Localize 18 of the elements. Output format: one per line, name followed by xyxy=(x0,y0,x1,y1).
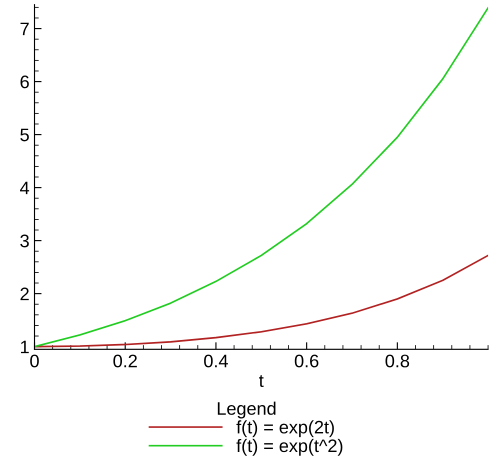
x-tick-label: 0.8 xyxy=(386,354,410,368)
legend-label: f(t) = exp(t^2) xyxy=(236,438,342,456)
x-tick-label: 0.6 xyxy=(294,354,318,368)
line-series xyxy=(34,7,488,348)
y-tick-label: 2 xyxy=(20,288,29,300)
x-tick-label: 0.4 xyxy=(204,354,228,368)
y-tick-label: 1 xyxy=(20,340,29,354)
legend-title: Legend xyxy=(218,402,276,418)
x-axis-title: t xyxy=(259,375,264,387)
y-tick-label: 6 xyxy=(20,76,29,88)
y-tick-label: 3 xyxy=(20,234,29,248)
y-tick-label: 5 xyxy=(20,128,29,142)
line-series xyxy=(34,254,488,348)
y-tick-label: 4 xyxy=(20,182,30,194)
x-tick-label: 0.2 xyxy=(113,354,137,368)
legend-label: f(t) = exp(2t) xyxy=(236,420,334,438)
y-tick-label: 7 xyxy=(20,22,29,36)
x-tick-label: 0 xyxy=(30,354,39,368)
